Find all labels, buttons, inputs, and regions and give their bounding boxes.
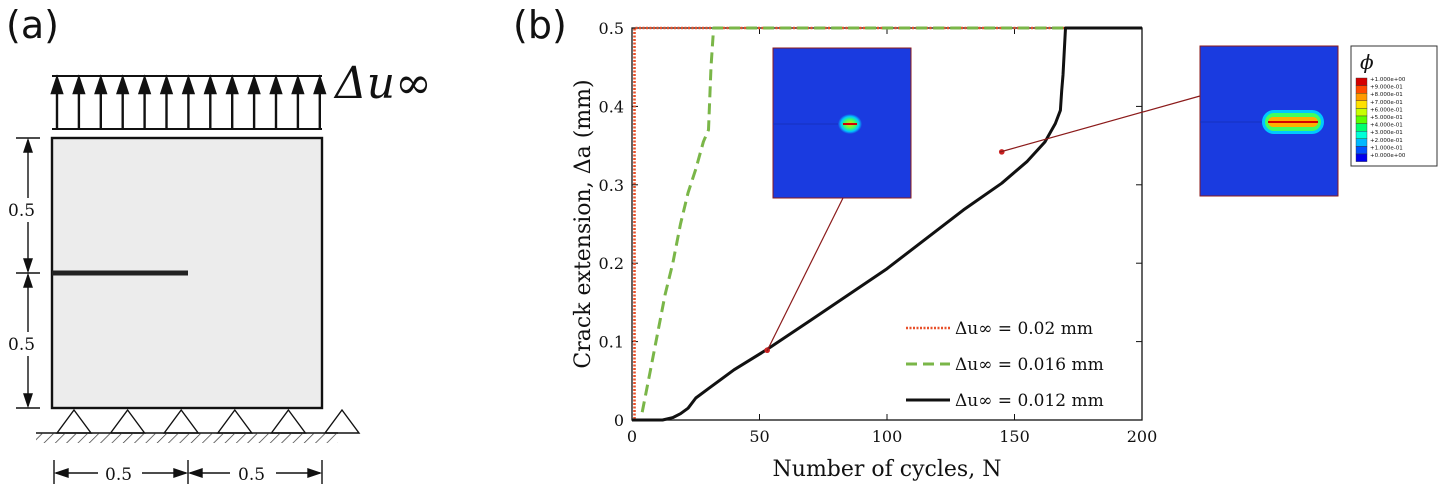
load-arrow-head <box>269 74 283 95</box>
y-axis-label: Crack extension, Δa (mm) <box>571 79 596 368</box>
x-tick-label: 150 <box>999 427 1030 446</box>
dim-horizontal-left: 0.5 <box>105 465 132 485</box>
load-arrow-head <box>137 74 152 95</box>
x-tick-label: 0 <box>627 427 637 446</box>
support-triangle <box>162 408 200 434</box>
load-arrow-head <box>313 74 327 95</box>
colorbar-swatch <box>1355 100 1368 109</box>
colorbar-label: +1.000e-01 <box>1370 145 1403 151</box>
legend-label-3: Δu∞ = 0.012 mm <box>955 391 1104 411</box>
colorbar-swatch <box>1355 108 1368 117</box>
x-tick-label: 100 <box>872 427 903 446</box>
legend-label-1: Δu∞ = 0.02 mm <box>955 319 1093 339</box>
colorbar-swatch <box>1355 115 1368 124</box>
load-arrow-head <box>159 74 174 95</box>
panel-a: (a) Δu∞ 0.5 0.5 <box>6 3 432 485</box>
load-arrow-head <box>50 74 64 95</box>
x-tick-label: 50 <box>749 427 769 446</box>
colorbar-label: +3.000e-01 <box>1370 130 1403 136</box>
y-tick-label: 0.3 <box>599 176 624 195</box>
dim-vertical-top: 0.5 <box>8 201 35 221</box>
inset-left-leader-top <box>766 197 844 352</box>
colorbar-label: +0.000e+00 <box>1370 153 1406 159</box>
load-arrow-head <box>247 74 261 95</box>
y-tick-label: 0.1 <box>599 333 624 352</box>
colorbar-label: +8.000e-01 <box>1370 92 1403 98</box>
axis-ticks: 0 50 100 150 200 0 0.1 0.2 0.3 0.4 0.5 <box>599 19 1158 446</box>
load-label: Δu∞ <box>333 58 432 109</box>
colorbar-swatch <box>1355 138 1368 147</box>
load-arrow-head <box>116 74 130 95</box>
colorbar-label: +4.000e-01 <box>1370 123 1403 129</box>
series-line-3 <box>632 26 1142 422</box>
colorbar-title: ϕ <box>1360 50 1374 74</box>
inset-right-leader <box>999 95 1201 153</box>
inset-right <box>999 45 1339 197</box>
legend: Δu∞ = 0.02 mm Δu∞ = 0.016 mm Δu∞ = 0.012 m… <box>906 319 1104 411</box>
colorbar-label: +2.000e-01 <box>1370 138 1403 144</box>
colorbar-label: +9.000e-01 <box>1370 85 1403 91</box>
x-axis-label: Number of cycles, N <box>773 457 1002 482</box>
load-arrow-head <box>203 74 217 95</box>
load-arrows <box>50 74 327 130</box>
panel-a-label: (a) <box>6 3 59 47</box>
support-triangle <box>323 408 361 434</box>
colorbar: ϕ +1.000e+00 +9.000e-01+8.000e-01 +7.000e-… <box>1350 45 1438 167</box>
colorbar-label: +5.000e-01 <box>1370 115 1403 121</box>
load-arrow-head <box>72 74 86 95</box>
dim-horizontal-right: 0.5 <box>238 465 265 485</box>
colorbar-swatch <box>1355 146 1368 155</box>
inset-left <box>766 47 912 352</box>
series-line-2 <box>640 26 1142 413</box>
support-triangle <box>270 408 307 434</box>
x-tick-label: 200 <box>1127 427 1158 446</box>
load-arrow-head <box>225 74 239 95</box>
colorbar-label: +6.000e-01 <box>1370 107 1403 113</box>
support-triangle <box>109 408 146 434</box>
support-triangle <box>216 408 254 434</box>
y-tick-label: 0.5 <box>599 19 624 38</box>
dim-vertical-bottom: 0.5 <box>8 335 35 355</box>
colorbar-swatch <box>1355 92 1368 101</box>
colorbar-swatch <box>1355 123 1368 132</box>
colorbar-label: +7.000e-01 <box>1370 100 1403 106</box>
vertical-dimension <box>16 137 40 409</box>
colorbar-swatch <box>1355 130 1368 139</box>
supports <box>36 408 361 443</box>
panel-b-label: (b) <box>513 3 567 47</box>
colorbar-label: +1.000e+00 <box>1370 77 1406 83</box>
load-arrow-head <box>94 74 108 95</box>
support-triangle <box>55 408 93 434</box>
colorbar-swatch <box>1355 77 1368 86</box>
y-tick-label: 0.2 <box>599 254 624 273</box>
legend-label-2: Δu∞ = 0.016 mm <box>955 355 1104 375</box>
y-tick-label: 0.4 <box>599 97 624 116</box>
colorbar-swatch <box>1355 85 1368 94</box>
colorbar-swatch <box>1355 153 1368 162</box>
panel-b: (b) 0 50 100 150 200 0 0.1 0.2 0.3 0.4 0.5 Number … <box>513 3 1438 482</box>
load-arrow-head <box>291 74 305 95</box>
load-arrow-head <box>181 74 196 95</box>
horizontal-dimension <box>53 460 323 484</box>
y-tick-label: 0 <box>614 411 624 430</box>
